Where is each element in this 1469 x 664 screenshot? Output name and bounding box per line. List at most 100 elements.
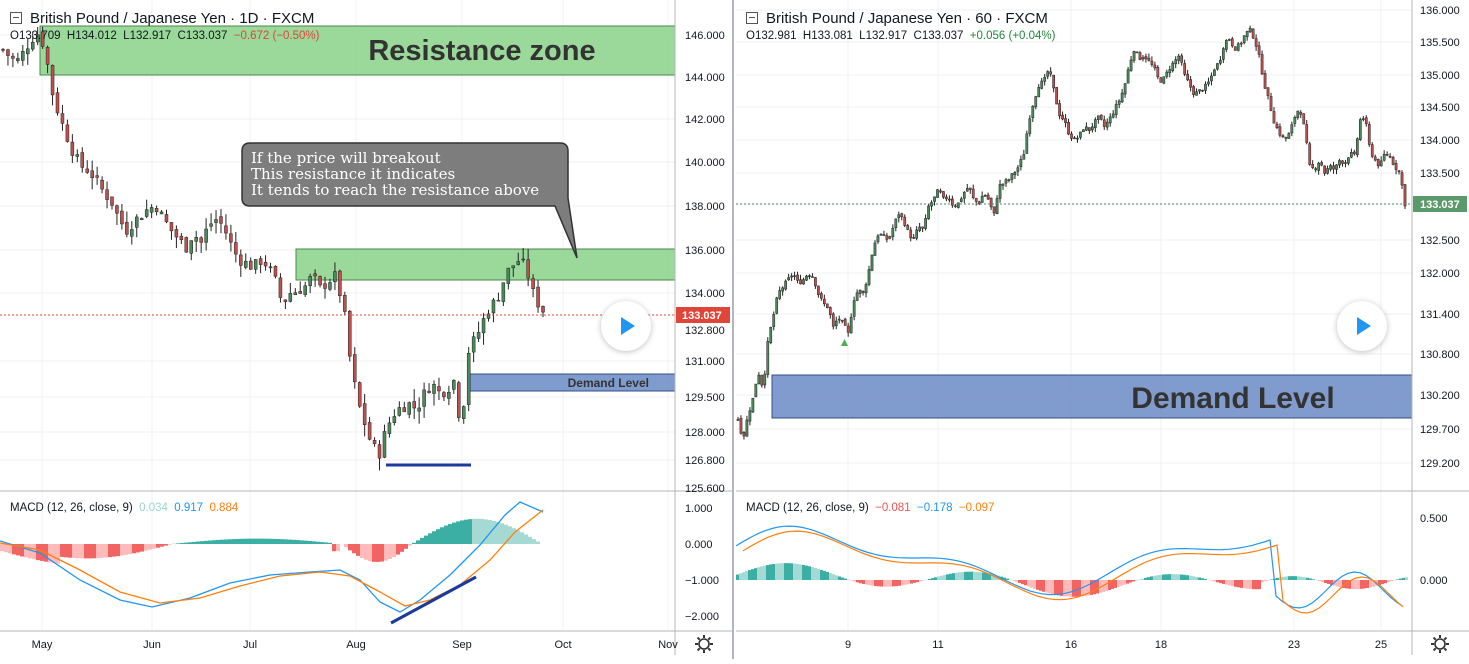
daily-macd-histogram-bar	[104, 544, 108, 558]
daily-candle	[26, 49, 29, 54]
daily-x-tick-label: Nov	[658, 639, 678, 651]
daily-macd-histogram-bar	[140, 544, 144, 552]
hourly-candle	[832, 314, 834, 326]
daily-x-tick-label: Jun	[143, 639, 161, 651]
hourly-candle	[865, 284, 867, 292]
hourly-macd-histogram-bar	[961, 572, 964, 580]
hourly-candle	[898, 215, 900, 218]
left-macd-value: 0.917	[174, 502, 203, 514]
hourly-macd-histogram-bar	[1258, 580, 1261, 589]
daily-macd-histogram-bar	[80, 544, 84, 558]
daily-candle	[150, 207, 153, 212]
hourly-macd-histogram-bar	[835, 575, 838, 580]
hourly-macd-histogram-bar	[1237, 580, 1240, 587]
hourly-candle	[1175, 60, 1177, 64]
daily-macd-histogram-bar	[416, 540, 420, 544]
daily-candle	[31, 42, 34, 49]
daily-macd-histogram-bar	[4, 544, 8, 552]
daily-candle	[492, 300, 495, 313]
hourly-macd-histogram-bar	[1363, 580, 1366, 588]
hourly-candle	[1047, 72, 1049, 77]
hourly-macd-histogram-bar	[862, 580, 865, 584]
daily-macd-histogram-bar	[448, 524, 452, 544]
hourly-macd-histogram-bar	[970, 572, 973, 580]
hourly-candle	[1118, 101, 1120, 104]
hourly-macd-histogram-bar	[955, 573, 958, 580]
daily-macd-histogram-bar	[180, 543, 184, 544]
hourly-candle	[1374, 157, 1376, 160]
daily-macd-histogram-bar	[456, 521, 460, 544]
hourly-macd-histogram-bar	[832, 574, 835, 580]
daily-candle	[343, 295, 346, 311]
hourly-y-tick-label: 135.000	[1420, 70, 1460, 82]
hourly-macd-histogram-bar	[1177, 574, 1180, 580]
daily-candle	[542, 306, 545, 312]
hourly-candle	[1154, 65, 1156, 68]
hourly-macd-histogram-bar	[883, 580, 886, 587]
daily-macd-histogram-bar	[260, 539, 264, 544]
left-settings-gear-icon[interactable]	[693, 633, 715, 655]
hourly-candle	[1303, 114, 1305, 124]
hourly-candle	[1306, 124, 1308, 142]
hourly-macd-histogram-bar	[802, 565, 805, 580]
hourly-macd-histogram-bar	[976, 572, 979, 580]
hourly-candle	[904, 217, 906, 225]
right-settings-gear-icon[interactable]	[1429, 633, 1451, 655]
hourly-candle	[1297, 111, 1299, 118]
hourly-macd-histogram-bar	[1018, 580, 1021, 583]
hourly-candle	[874, 243, 876, 256]
right-ohlc: O132.981 H133.081 L132.917 C133.037 +0.0…	[746, 30, 1055, 42]
daily-macd-axis-label: −2.000	[685, 611, 719, 623]
left-legend: British Pound / Japanese Yen · 1D · FXCM…	[10, 10, 319, 42]
daily-candle	[160, 212, 163, 214]
daily-candle	[66, 125, 69, 142]
left-ohlc: O133.709 H134.012 L132.917 C133.037 −0.6…	[10, 30, 319, 42]
hourly-candle	[1139, 53, 1141, 60]
daily-macd-histogram-bar	[468, 519, 472, 544]
daily-macd-histogram-bar	[280, 539, 284, 544]
daily-candle	[442, 393, 445, 397]
hourly-macd-histogram-bar	[1123, 580, 1126, 585]
hourly-candle	[1231, 39, 1233, 46]
hourly-candle	[1032, 106, 1034, 118]
daily-x-tick-label: Sep	[452, 639, 472, 651]
daily-x-tick-label: Oct	[554, 639, 571, 651]
hourly-macd-histogram-bar	[1024, 580, 1027, 585]
daily-y-tick-label: 128.000	[685, 427, 725, 439]
hourly-candle	[1109, 117, 1111, 123]
daily-y-tick-label: 125.600	[685, 483, 725, 495]
daily-macd-histogram-bar	[332, 544, 336, 551]
daily-macd-histogram-bar	[308, 541, 312, 544]
collapse-icon[interactable]	[746, 12, 758, 24]
hourly-macd-histogram-bar	[1189, 576, 1192, 580]
daily-macd-histogram-bar	[160, 544, 164, 547]
hourly-candle	[859, 290, 861, 294]
hourly-candle	[1389, 156, 1391, 157]
daily-macd-histogram-bar	[500, 523, 504, 544]
hourly-candle	[1213, 70, 1215, 76]
daily-candle	[269, 267, 272, 268]
hourly-candle	[1291, 125, 1293, 133]
hourly-macd-histogram-bar	[1072, 580, 1075, 597]
hourly-candle	[1285, 137, 1287, 138]
hourly-candle	[972, 189, 974, 198]
daily-macd-histogram-bar	[328, 543, 332, 544]
hourly-candle	[1127, 70, 1129, 84]
hourly-candle	[838, 319, 840, 320]
hourly-macd-histogram-bar	[922, 580, 925, 581]
hourly-candle	[907, 225, 909, 229]
hourly-candle	[814, 278, 816, 287]
hourly-y-tick-label: 129.200	[1420, 458, 1460, 470]
demand-level-label-hourly: Demand Level	[1131, 382, 1334, 415]
hourly-candle	[883, 235, 885, 236]
hourly-candle	[1315, 169, 1317, 170]
daily-candle	[21, 51, 24, 60]
left-play-button[interactable]	[601, 301, 651, 351]
hourly-macd-histogram-bar	[1180, 575, 1183, 580]
hourly-candle	[761, 375, 763, 385]
daily-macd-histogram-bar	[372, 544, 376, 562]
hourly-candle	[1279, 127, 1281, 136]
daily-macd-histogram-bar	[176, 543, 180, 544]
collapse-icon[interactable]	[10, 12, 22, 24]
right-play-button[interactable]	[1337, 301, 1387, 351]
